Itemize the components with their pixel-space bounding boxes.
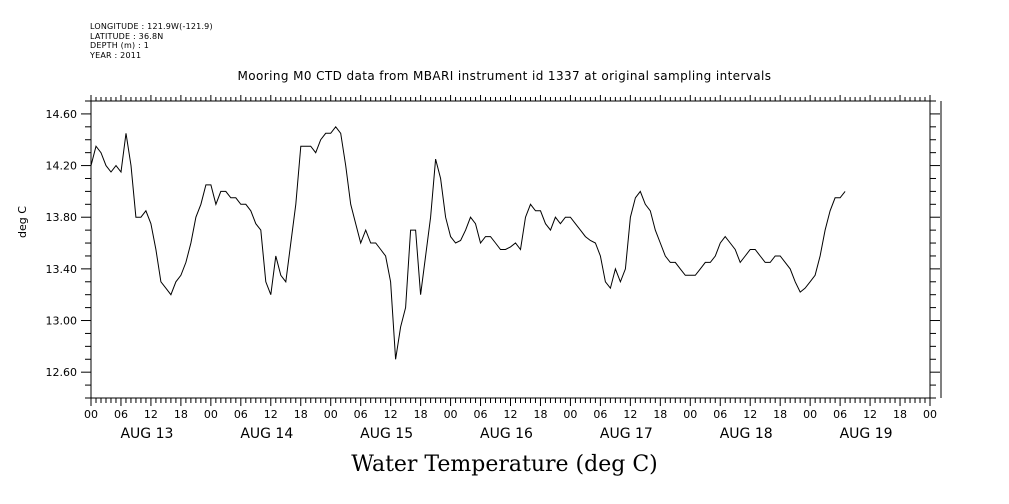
y-tick-label: 13.00 <box>46 315 78 328</box>
day-label: AUG 18 <box>720 426 773 442</box>
x-tick-label: 12 <box>743 408 757 421</box>
x-tick-label: 00 <box>324 408 338 421</box>
x-tick-label: 00 <box>803 408 817 421</box>
x-tick-label: 00 <box>84 408 98 421</box>
x-tick-label: 18 <box>773 408 787 421</box>
x-tick-label: 00 <box>683 408 697 421</box>
y-tick-label: 14.60 <box>46 108 78 121</box>
day-label: AUG 13 <box>120 426 173 442</box>
day-label: AUG 19 <box>840 426 893 442</box>
y-tick-label: 14.20 <box>46 160 78 173</box>
day-label: AUG 16 <box>480 426 533 442</box>
x-tick-label: 06 <box>474 408 488 421</box>
x-tick-label: 06 <box>234 408 248 421</box>
latitude-text: LATITUDE : 36.8N <box>90 31 164 41</box>
x-tick-label: 12 <box>144 408 158 421</box>
x-tick-label: 18 <box>893 408 907 421</box>
temperature-series-line <box>90 125 846 360</box>
depth-text: DEPTH (m) : 1 <box>90 41 149 50</box>
x-tick-label: 12 <box>863 408 877 421</box>
metadata-block: LONGITUDE : 121.9W(-121.9) LATITUDE : 36… <box>90 22 213 60</box>
y-tick-label: 13.80 <box>46 211 78 224</box>
x-tick-label: 06 <box>354 408 368 421</box>
chart-title: Mooring M0 CTD data from MBARI instrumen… <box>237 69 772 83</box>
x-tick-label: 00 <box>204 408 218 421</box>
x-tick-label: 12 <box>384 408 398 421</box>
day-label: AUG 17 <box>600 426 653 442</box>
x-tick-label: 18 <box>294 408 308 421</box>
y-tick-label: 12.60 <box>46 366 78 379</box>
plot-frame <box>90 100 931 399</box>
x-tick-label: 00 <box>563 408 577 421</box>
x-tick-label: 18 <box>174 408 188 421</box>
x-tick-label: 06 <box>114 408 128 421</box>
x-axis-label: Water Temperature (deg C) <box>351 452 658 477</box>
x-tick-label: 06 <box>593 408 607 421</box>
x-tick-label: 06 <box>713 408 727 421</box>
day-label: AUG 14 <box>240 426 293 442</box>
x-tick-label: 12 <box>264 408 278 421</box>
x-tick-label: 12 <box>504 408 518 421</box>
x-tick-label: 00 <box>923 408 937 421</box>
x-tick-label: 18 <box>533 408 547 421</box>
x-tick-label: 00 <box>444 408 458 421</box>
x-tick-label: 18 <box>414 408 428 421</box>
year-text: YEAR : 2011 <box>90 50 142 60</box>
y-tick-label: 13.40 <box>46 263 78 276</box>
day-label: AUG 15 <box>360 426 413 442</box>
x-tick-label: 12 <box>623 408 637 421</box>
x-tick-label: 06 <box>833 408 847 421</box>
x-tick-label: 18 <box>653 408 667 421</box>
longitude-text: LONGITUDE : 121.9W(-121.9) <box>90 22 213 31</box>
